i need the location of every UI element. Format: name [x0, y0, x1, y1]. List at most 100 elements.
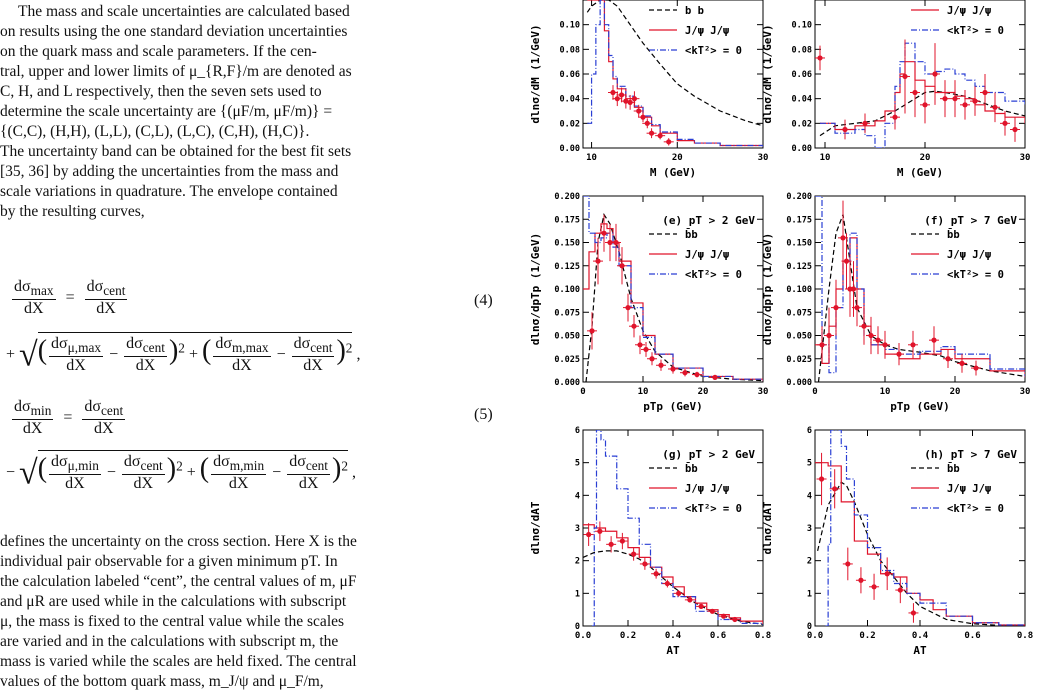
- y-tick-label-f: 0.000: [786, 378, 812, 388]
- legend-label-f: <kT²> = 0: [947, 269, 1004, 281]
- p1-line-7: {(C,C), (H,H), (L,L), (C,L), (L,C), (C,H…: [0, 123, 310, 140]
- data-point-c: [631, 96, 638, 102]
- x-tick-label-f: 20: [950, 387, 961, 397]
- data-point-d: [892, 114, 898, 120]
- y-tick-label-e: 0.125: [554, 262, 580, 272]
- x-tick-label-f: 10: [880, 387, 891, 397]
- data-point-f: [959, 360, 965, 366]
- x-tick-label-d: 20: [920, 153, 931, 163]
- data-point-g: [631, 551, 637, 557]
- series-line-c-0: [586, 0, 763, 127]
- panel-e: 0 10 20 30 0.000 0.025 0.050 0.075 0.100 0.125 0.1…: [529, 192, 768, 413]
- data-point-f: [826, 332, 832, 339]
- y-tick-label-h: 1: [807, 589, 812, 599]
- data-point-g: [586, 531, 592, 538]
- data-point-f: [850, 286, 857, 292]
- data-point-e: [670, 366, 676, 372]
- data-point-g: [676, 590, 682, 596]
- y-tick-label-e: 0.075: [554, 308, 580, 318]
- data-point-e: [589, 328, 595, 334]
- series-group-f: [815, 196, 1025, 382]
- data-point-d: [842, 126, 848, 133]
- data-point-f: [910, 342, 916, 348]
- data-point-g: [642, 561, 648, 567]
- data-point-d: [932, 71, 938, 77]
- data-point-h: [858, 577, 864, 583]
- data-point-g: [732, 616, 738, 623]
- data-point-c: [648, 130, 655, 136]
- y-tick-label-e: 0.050: [554, 332, 580, 342]
- y-tick-label-f: 0.200: [786, 192, 812, 202]
- x-tick-label-h: 0.8: [1017, 631, 1033, 641]
- data-point-h: [871, 584, 877, 590]
- data-point-h: [897, 587, 903, 593]
- x-tick-label-h: 0.6: [964, 631, 980, 641]
- y-tick-label-f: 0.025: [786, 355, 812, 365]
- figure-panels: 10 20 30 0.00 0.02 0.04 0.06 0.08 0.10 M (GeV) dln…: [519, 0, 1039, 694]
- x-tick-label-h: 0.4: [912, 631, 929, 641]
- x-tick-label-f: 0: [812, 387, 817, 397]
- data-point-g: [709, 608, 715, 614]
- y-tick-label-c: 0.08: [560, 45, 580, 55]
- equation-4-line-2: + √ (dσμ,max dX − dσcent dX)2 + (dσm,max dX…: [6, 332, 360, 375]
- equation-4-line-1: dσmax dX = dσcent dX: [12, 278, 128, 318]
- paper-text-column: The mass and scale uncertainties are cal…: [0, 0, 510, 694]
- y-tick-label-e: 0.025: [554, 355, 580, 365]
- legend-label-f: b̄b: [947, 228, 960, 241]
- y-tick-label-c: 0.10: [560, 21, 580, 31]
- y-axis-label-e: dlnσ/dpTp (1/GeV): [529, 233, 542, 346]
- series-line-h-1: [815, 462, 1025, 626]
- y-tick-label-h: 5: [807, 459, 812, 469]
- data-point-c: [666, 139, 672, 145]
- p1-line-2: on results using the one standard deviat…: [0, 23, 348, 40]
- legend-label-d: <kT²> = 0: [947, 25, 1004, 37]
- series-line-c-1: [587, 0, 763, 147]
- x-tick-label-g: 0.6: [710, 631, 726, 641]
- series-line-d-2: [820, 42, 1025, 148]
- data-point-e: [637, 342, 643, 348]
- x-tick-label-c: 30: [758, 153, 769, 163]
- data-point-d: [912, 89, 918, 96]
- plot-frame-c: [582, 0, 764, 149]
- data-point-e: [649, 356, 655, 362]
- y-axis-label-g: dlnσ/dAT: [529, 501, 542, 554]
- p2-line-7: mass is varied while the scales are held…: [0, 653, 357, 670]
- y-tick-label-c: 0.00: [560, 144, 580, 154]
- legend-label-d: J/ψ J/ψ: [947, 5, 991, 17]
- data-point-g: [664, 580, 670, 587]
- paragraph-uncertainties: The mass and scale uncertainties are cal…: [0, 2, 510, 222]
- series-group-c: [586, 0, 763, 147]
- y-tick-label-h: 3: [807, 524, 812, 534]
- legend-label-h: b̄b: [947, 462, 960, 475]
- panel-h: 0.0 0.2 0.4 0.6 0.8 0 1 2 3 4 5 6 AT dlnσ/dAT (h) pT >…: [761, 426, 1033, 657]
- y-tick-label-c: 0.06: [560, 70, 580, 80]
- panel-f: 0 10 20 30 0.000 0.025 0.050 0.075 0.100 0.125 0.1…: [761, 192, 1030, 413]
- series-group-e: [583, 196, 763, 382]
- y-tick-label-g: 6: [575, 426, 580, 436]
- data-point-f: [896, 351, 902, 357]
- data-point-d: [902, 73, 908, 80]
- equation-5-number: (5): [474, 406, 493, 423]
- data-point-f: [861, 323, 867, 329]
- data-point-d: [992, 104, 998, 110]
- y-tick-label-d: 0.04: [792, 95, 812, 105]
- y-axis-label-f: dlnσ/dpTp (1/GeV): [761, 233, 774, 346]
- data-point-f: [875, 337, 881, 343]
- data-point-f: [843, 258, 850, 264]
- panel-d: 10 20 30 0.00 0.02 0.04 0.06 0.08 0.10 M (GeV) dln…: [761, 0, 1030, 179]
- data-point-f: [931, 337, 937, 343]
- p2-line-2: individual pair observable for a given m…: [0, 553, 338, 570]
- series-group-g: [583, 430, 763, 626]
- series-line-d-1: [820, 61, 1025, 131]
- data-point-d: [1012, 126, 1018, 133]
- panel-g: 0.0 0.2 0.4 0.6 0.8 0 1 2 3 4 5 6 AT dlnσ/dAT (g) pT >…: [529, 426, 771, 657]
- data-point-e: [619, 263, 625, 269]
- p1-line-4: tral, upper and lower limits of μ_{R,F}/…: [0, 63, 352, 80]
- panel-label-e: (e) pT > 2 GeV: [662, 214, 755, 227]
- data-point-h: [832, 486, 838, 492]
- data-point-f: [945, 356, 951, 362]
- y-tick-label-d: 0.10: [792, 21, 812, 31]
- x-tick-label-g: 0.8: [755, 631, 771, 641]
- y-tick-label-h: 6: [807, 426, 812, 436]
- data-point-g: [721, 613, 727, 619]
